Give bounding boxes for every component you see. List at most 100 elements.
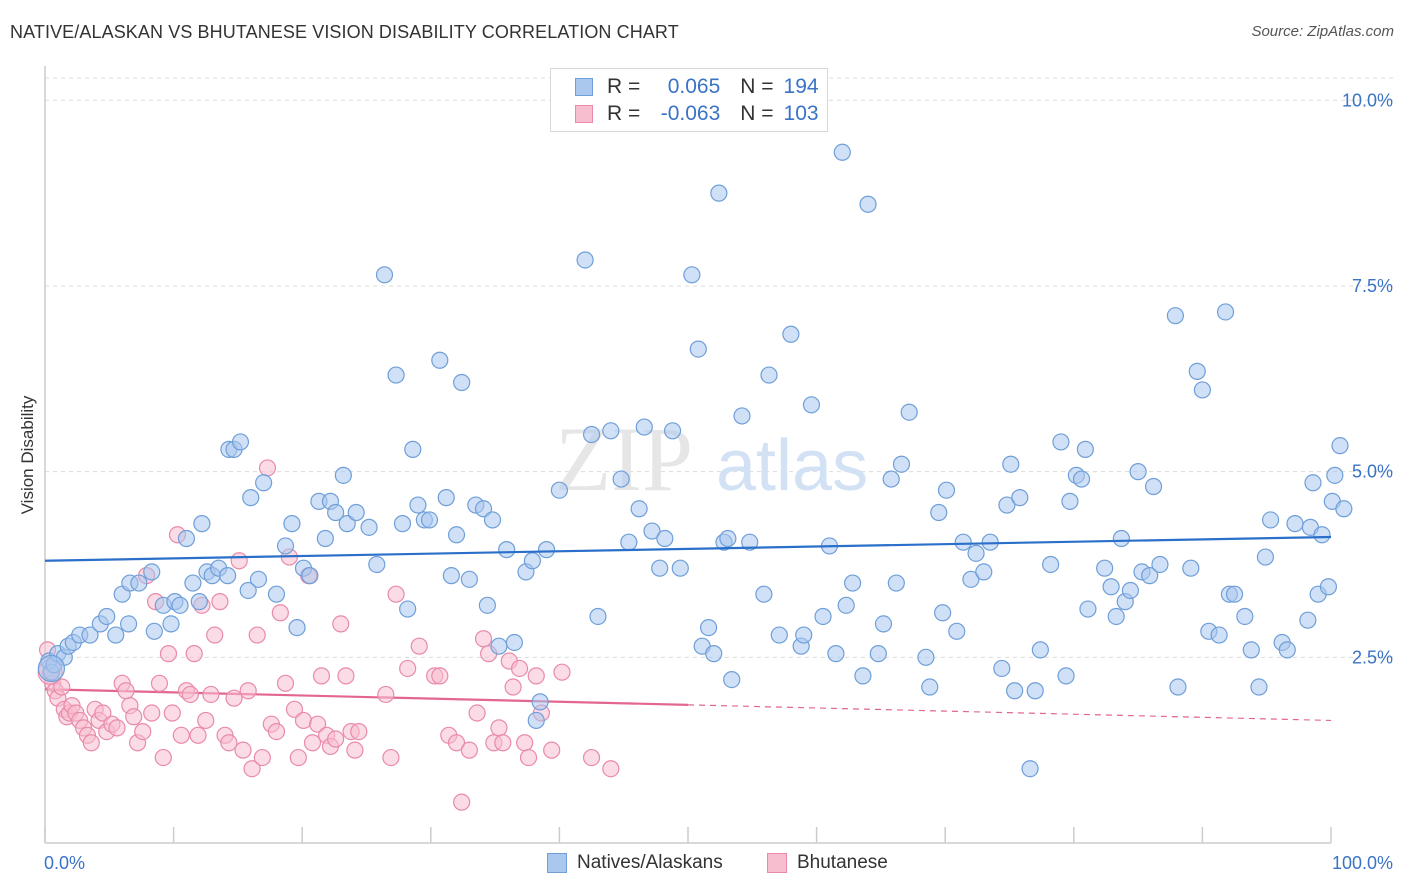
natives-point [474, 500, 493, 518]
natives-point [833, 143, 851, 161]
natives-point [656, 529, 674, 548]
natives-point [550, 481, 569, 499]
natives-point [1216, 303, 1235, 321]
correlation-legend: R = 0.065 N = 194 R = -0.063 N = 103 [550, 68, 828, 132]
natives-point [1169, 678, 1187, 696]
natives-point [602, 422, 620, 440]
natives-point [683, 266, 701, 284]
bhutanese-trend-extension [687, 704, 1332, 722]
bhutanese-point [189, 726, 207, 744]
natives-point [827, 645, 845, 663]
natives-point [1006, 682, 1024, 700]
bhutanese-point [294, 711, 313, 730]
natives-point [107, 626, 125, 644]
natives-point [854, 667, 872, 685]
natives-point [917, 648, 935, 666]
natives-point [1021, 760, 1039, 778]
natives-point [837, 596, 855, 614]
natives-point [338, 515, 356, 533]
natives-point [442, 567, 460, 585]
bhutanese-point [468, 704, 486, 722]
watermark-atlas: atlas [716, 426, 868, 506]
natives-point [162, 615, 180, 633]
bhutanese-point [202, 685, 220, 704]
bhutanese-point [332, 615, 350, 633]
natives-point [1011, 489, 1029, 507]
natives-point [1193, 381, 1212, 399]
natives-point [1225, 585, 1244, 603]
natives-point [934, 604, 952, 622]
bhutanese-point [527, 667, 545, 685]
natives-point [1242, 641, 1260, 659]
natives-point [1129, 463, 1147, 481]
natives-point [1182, 559, 1200, 577]
natives-point [1256, 548, 1275, 566]
legend-n-value: 103 [783, 102, 819, 125]
natives-point [171, 596, 189, 614]
bhutanese-point [490, 719, 508, 737]
bhutanese-point [504, 678, 522, 696]
natives-point [276, 537, 295, 555]
natives-point [612, 470, 630, 488]
legend-n-label: N = [740, 102, 774, 125]
natives-point [1299, 611, 1317, 629]
natives-point [347, 503, 365, 522]
natives-point [143, 563, 161, 581]
bhutanese-point [582, 748, 601, 767]
series-legend-bhutanese[interactable]: Bhutanese [767, 852, 888, 874]
natives-point [630, 500, 648, 518]
natives-point [1286, 515, 1304, 533]
natives-point [327, 503, 345, 522]
natives-point [239, 581, 257, 600]
natives-point [930, 503, 948, 522]
bhutanese-points [37, 459, 620, 811]
natives-point [1188, 362, 1206, 380]
chart-title: NATIVE/ALASKAN VS BHUTANESE VISION DISAB… [10, 22, 679, 42]
bhutanese-point [346, 741, 364, 759]
bhutanese-point [82, 734, 100, 752]
bhutanese-point [350, 722, 368, 741]
y-tick-label: 7.5% [1352, 276, 1393, 296]
natives-point [921, 678, 939, 696]
natives-point [1112, 529, 1130, 548]
legend-r-label: R = [607, 102, 641, 125]
natives-point [368, 555, 386, 574]
bhutanese-swatch [575, 105, 593, 123]
bhutanese-point [239, 682, 257, 700]
natives-point [1326, 466, 1344, 484]
natives-point [316, 529, 334, 548]
natives-point [447, 526, 466, 544]
natives-point [699, 619, 718, 637]
bhutanese-point [312, 667, 331, 685]
natives-point [1042, 555, 1060, 574]
bhutanese-point [267, 722, 286, 741]
natives-trendline [44, 535, 1332, 562]
bhutanese-point [276, 674, 295, 692]
bhutanese-trendline [44, 688, 1332, 722]
natives-point [1026, 682, 1044, 700]
y-axis-label: Vision Disability [18, 395, 37, 514]
bhutanese-point [134, 722, 152, 741]
natives-point [874, 615, 893, 633]
bhutanese-point [108, 719, 126, 737]
series-legend-natives[interactable]: Natives/Alaskans [547, 852, 723, 874]
natives-point [844, 574, 862, 592]
natives-point [255, 474, 273, 492]
natives-point [954, 533, 972, 551]
natives-point [582, 425, 601, 444]
bhutanese-point [453, 793, 471, 811]
bhutanese-point [234, 741, 252, 759]
natives-point [1072, 470, 1091, 488]
natives-point [242, 489, 260, 507]
natives-point [399, 600, 417, 618]
bhutanese-point [154, 748, 172, 767]
bhutanese-point [243, 760, 261, 778]
natives-point [576, 251, 594, 269]
natives-point [393, 515, 412, 533]
natives-trend-line [44, 535, 1332, 562]
natives-point [537, 541, 556, 559]
bhutanese-point [399, 659, 417, 678]
x-tick-label-min: 0.0% [44, 853, 86, 873]
natives-point [119, 615, 138, 633]
